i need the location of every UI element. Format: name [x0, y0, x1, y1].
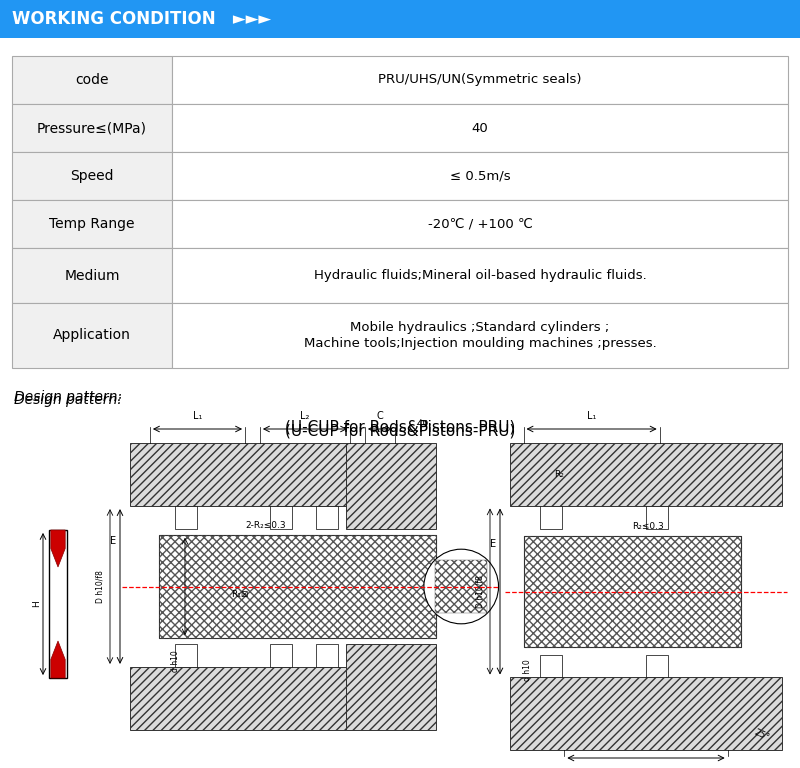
Text: (U-CUP for Rods&Pistons-PRU): (U-CUP for Rods&Pistons-PRU)	[285, 423, 515, 438]
Text: L₂: L₂	[300, 411, 310, 421]
Bar	[158, 535, 436, 638]
Bar	[158, 535, 436, 638]
Text: 2-R₂≤0.3: 2-R₂≤0.3	[245, 521, 286, 530]
Text: E: E	[110, 536, 116, 546]
Bar	[175, 506, 197, 529]
Text: L₁: L₁	[193, 411, 202, 421]
Text: d h10: d h10	[170, 650, 179, 672]
Bar	[346, 443, 436, 529]
Text: Medium: Medium	[64, 269, 120, 283]
Text: D h10/f8: D h10/f8	[95, 570, 105, 603]
Bar	[12, 152, 172, 200]
Bar	[12, 104, 172, 152]
Text: L₁: L₁	[587, 411, 596, 421]
Bar	[12, 248, 172, 303]
Bar	[12, 56, 172, 104]
Bar	[316, 506, 338, 529]
Bar	[172, 303, 788, 368]
Bar	[175, 644, 197, 667]
Text: Design pattern:: Design pattern:	[14, 390, 122, 404]
Bar	[172, 56, 788, 104]
Text: ∠φ: ∠φ	[415, 418, 428, 427]
Bar	[524, 536, 742, 647]
Text: -20℃ / +100 ℃: -20℃ / +100 ℃	[427, 217, 533, 230]
Bar	[346, 644, 436, 730]
Text: C: C	[377, 411, 383, 421]
Circle shape	[424, 549, 498, 624]
Bar	[0, 0, 800, 38]
Text: R₂≤0.3: R₂≤0.3	[632, 522, 664, 531]
Text: Pressure≤(MPa): Pressure≤(MPa)	[37, 121, 147, 135]
Text: Speed: Speed	[70, 169, 114, 183]
Text: ≤ 0.5m/s: ≤ 0.5m/s	[450, 170, 510, 183]
Bar	[435, 561, 487, 613]
Bar	[12, 303, 172, 368]
Text: Application: Application	[53, 329, 131, 343]
Bar	[646, 505, 668, 528]
Bar	[316, 644, 338, 667]
Bar	[510, 677, 782, 750]
Text: R₂: R₂	[554, 470, 564, 478]
Text: d h10: d h10	[523, 659, 533, 680]
Bar	[130, 667, 346, 730]
Bar	[49, 530, 67, 678]
Bar	[270, 506, 292, 529]
Polygon shape	[51, 530, 66, 567]
Bar	[510, 443, 782, 505]
Bar	[270, 644, 292, 667]
Text: PRU/UHS/UN(Symmetric seals): PRU/UHS/UN(Symmetric seals)	[378, 74, 582, 87]
Text: code: code	[75, 73, 109, 87]
Text: H: H	[33, 601, 42, 607]
Text: Temp Range: Temp Range	[50, 217, 134, 231]
Bar	[12, 200, 172, 248]
Bar	[172, 152, 788, 200]
Text: Mobile hydraulics ;Standard cylinders ;
Machine tools;Injection moulding machine: Mobile hydraulics ;Standard cylinders ; …	[304, 322, 656, 349]
Text: R₁⊠: R₁⊠	[231, 590, 248, 599]
Text: (U-CUP for Rods&Pistons-PRU): (U-CUP for Rods&Pistons-PRU)	[285, 420, 515, 435]
Bar	[172, 248, 788, 303]
Text: Hydraulic fluids;Mineral oil-based hydraulic fluids.: Hydraulic fluids;Mineral oil-based hydra…	[314, 269, 646, 282]
Text: 25°: 25°	[753, 727, 771, 743]
Text: Design pattern:: Design pattern:	[14, 393, 122, 407]
Bar	[172, 104, 788, 152]
Text: WORKING CONDITION   ►►►: WORKING CONDITION ►►►	[12, 10, 271, 28]
Bar	[172, 200, 788, 248]
Bar	[130, 443, 346, 506]
Bar	[646, 654, 668, 677]
Bar	[540, 505, 562, 528]
Text: D h10/f8: D h10/f8	[475, 575, 485, 608]
Polygon shape	[51, 641, 66, 678]
Text: 40: 40	[472, 121, 488, 134]
Bar	[540, 654, 562, 677]
Bar	[524, 536, 742, 647]
Text: E: E	[490, 538, 496, 548]
